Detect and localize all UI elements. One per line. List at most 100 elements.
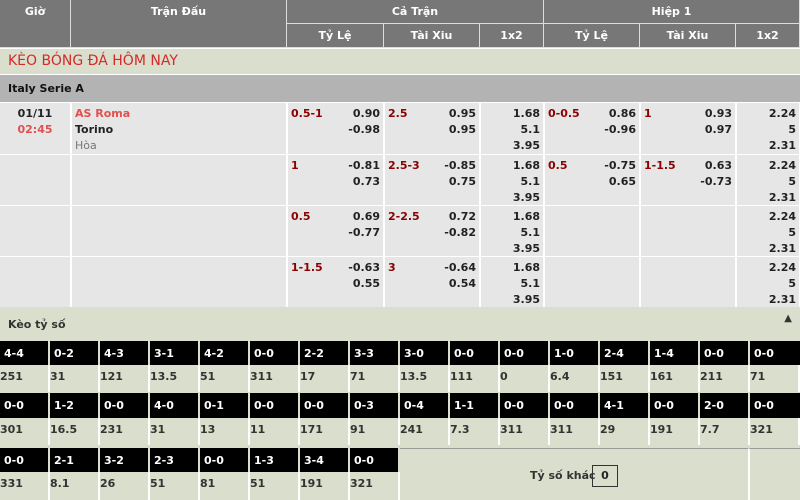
score-odds[interactable]: 31 [50,365,100,392]
score-odds[interactable]: 16.5 [50,418,100,445]
score-odds[interactable]: 71 [750,365,800,392]
odds-value[interactable]: 0.86 [608,107,636,120]
odds-1x2[interactable]: 5 [788,226,796,239]
odds-cell-hdp[interactable]: 0.5 0.69 -0.77 [288,206,383,256]
odds-1x2[interactable]: 1.68 [512,261,540,274]
odds-value[interactable]: -0.77 [348,226,380,239]
odds-value[interactable]: 0.97 [704,123,732,136]
odds-1x2[interactable]: 5 [788,175,796,188]
odds-1x2[interactable]: 2.31 [768,293,796,306]
odds-value[interactable]: 0.55 [352,277,380,290]
odds-cell-h_x12[interactable]: 2.24 5 2.31 [737,103,799,154]
score-odds[interactable]: 11 [250,418,300,445]
odds-value[interactable]: -0.98 [348,123,380,136]
odds-value[interactable]: -0.82 [444,226,476,239]
home-team[interactable]: AS Roma [75,107,131,120]
odds-value[interactable]: -0.63 [348,261,380,274]
odds-value[interactable]: 0.69 [352,210,380,223]
score-odds[interactable]: 13.5 [400,365,450,392]
odds-1x2[interactable]: 5 [788,277,796,290]
odds-cell-ou[interactable]: 2-2.5 0.72 -0.82 [385,206,479,256]
score-odds[interactable]: 71 [350,365,400,392]
odds-value[interactable]: 0.65 [608,175,636,188]
score-odds[interactable]: 321 [350,472,400,500]
score-odds[interactable]: 8.1 [50,472,100,500]
odds-1x2[interactable]: 2.31 [768,242,796,255]
odds-value[interactable]: 0.54 [448,277,476,290]
score-odds[interactable]: 13 [200,418,250,445]
score-odds[interactable]: 51 [200,365,250,392]
odds-value[interactable]: -0.75 [604,159,636,172]
odds-1x2[interactable]: 2.24 [768,159,796,172]
odds-cell-h_ou[interactable]: 1 0.93 0.97 [641,103,735,154]
odds-value[interactable]: -0.81 [348,159,380,172]
score-odds[interactable]: 311 [250,365,300,392]
score-odds[interactable]: 211 [700,365,750,392]
other-score-value[interactable]: 0 [592,465,618,487]
odds-cell-ou[interactable]: 2.5 0.95 0.95 [385,103,479,154]
odds-value[interactable]: 0.95 [448,107,476,120]
score-odds[interactable]: 6.4 [550,365,600,392]
score-odds[interactable]: 311 [500,418,550,445]
score-odds[interactable]: 251 [0,365,50,392]
score-odds[interactable]: 111 [450,365,500,392]
odds-1x2[interactable]: 2.24 [768,107,796,120]
odds-1x2[interactable]: 2.31 [768,191,796,204]
odds-1x2[interactable]: 1.68 [512,107,540,120]
score-odds[interactable]: 121 [100,365,150,392]
odds-cell-x12[interactable]: 1.68 5.1 3.95 [481,155,543,205]
odds-1x2[interactable]: 3.95 [512,139,540,152]
odds-1x2[interactable]: 5.1 [520,226,541,239]
score-odds[interactable]: 26 [100,472,150,500]
score-odds[interactable]: 161 [650,365,700,392]
odds-1x2[interactable]: 1.68 [512,210,540,223]
odds-value[interactable]: 0.72 [448,210,476,223]
odds-1x2[interactable]: 5.1 [520,175,541,188]
odds-value[interactable]: 0.90 [352,107,380,120]
odds-cell-h_ou[interactable] [641,206,735,256]
odds-cell-x12[interactable]: 1.68 5.1 3.95 [481,103,543,154]
odds-cell-h_hdp[interactable] [545,206,639,256]
score-odds[interactable]: 191 [300,472,350,500]
odds-value[interactable]: 0.93 [704,107,732,120]
odds-cell-h_ou[interactable]: 1-1.5 0.63 -0.73 [641,155,735,205]
score-odds[interactable]: 301 [0,418,50,445]
odds-value[interactable]: 0.73 [352,175,380,188]
score-odds[interactable]: 231 [100,418,150,445]
odds-value[interactable]: -0.64 [444,261,476,274]
score-odds[interactable]: 51 [250,472,300,500]
caret-up-icon[interactable]: ▲ [784,313,792,324]
odds-cell-ou[interactable]: 3 -0.64 0.54 [385,257,479,307]
score-odds[interactable]: 7.7 [700,418,750,445]
odds-cell-x12[interactable]: 1.68 5.1 3.95 [481,206,543,256]
odds-1x2[interactable]: 3.95 [512,293,540,306]
odds-cell-hdp[interactable]: 1-1.5 -0.63 0.55 [288,257,383,307]
odds-value[interactable]: -0.85 [444,159,476,172]
odds-1x2[interactable]: 2.24 [768,261,796,274]
score-odds[interactable]: 51 [150,472,200,500]
away-team[interactable]: Torino [75,123,114,136]
league-name[interactable]: Italy Serie A [0,75,800,102]
score-odds[interactable]: 0 [500,365,550,392]
score-odds[interactable]: 241 [400,418,450,445]
score-odds[interactable]: 29 [600,418,650,445]
odds-1x2[interactable]: 5.1 [520,277,541,290]
odds-1x2[interactable]: 5.1 [520,123,541,136]
odds-cell-ou[interactable]: 2.5-3 -0.85 0.75 [385,155,479,205]
score-odds[interactable]: 31 [150,418,200,445]
score-odds[interactable]: 13.5 [150,365,200,392]
odds-cell-h_hdp[interactable]: 0.5 -0.75 0.65 [545,155,639,205]
odds-value[interactable]: 0.63 [704,159,732,172]
odds-1x2[interactable]: 2.24 [768,210,796,223]
odds-1x2[interactable]: 3.95 [512,191,540,204]
odds-1x2[interactable]: 3.95 [512,242,540,255]
odds-value[interactable]: 0.95 [448,123,476,136]
odds-cell-hdp[interactable]: 0.5-1 0.90 -0.98 [288,103,383,154]
odds-1x2[interactable]: 2.31 [768,139,796,152]
odds-value[interactable]: 0.75 [448,175,476,188]
score-odds[interactable]: 7.3 [450,418,500,445]
odds-value[interactable]: -0.96 [604,123,636,136]
odds-1x2[interactable]: 1.68 [512,159,540,172]
score-odds[interactable]: 17 [300,365,350,392]
score-odds[interactable]: 151 [600,365,650,392]
